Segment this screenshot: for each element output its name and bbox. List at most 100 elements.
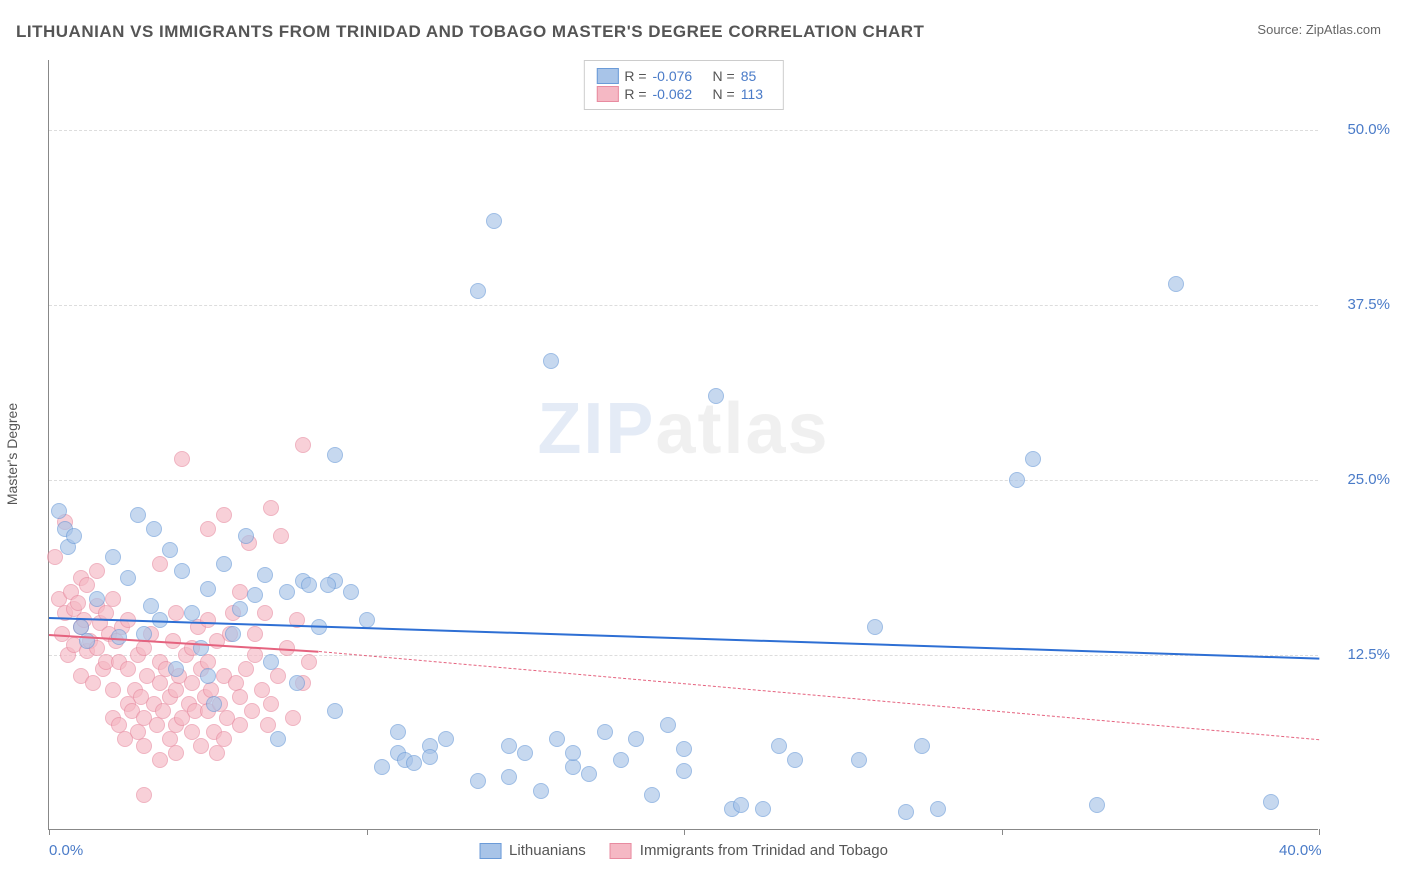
scatter-point — [51, 503, 67, 519]
x-tick-label: 40.0% — [1279, 842, 1322, 859]
scatter-point — [597, 724, 613, 740]
scatter-point — [390, 724, 406, 740]
scatter-point — [676, 763, 692, 779]
scatter-point — [200, 668, 216, 684]
y-tick-label: 12.5% — [1347, 646, 1390, 663]
scatter-point — [70, 595, 86, 611]
scatter-point — [301, 654, 317, 670]
scatter-point — [270, 668, 286, 684]
scatter-point — [206, 696, 222, 712]
scatter-point — [438, 731, 454, 747]
scatter-point — [184, 675, 200, 691]
scatter-point — [168, 605, 184, 621]
r-value-1: -0.062 — [653, 86, 707, 102]
scatter-point — [184, 605, 200, 621]
source-name: ZipAtlas.com — [1306, 22, 1381, 37]
legend-swatch-0 — [596, 68, 618, 84]
y-axis-title: Master's Degree — [4, 403, 20, 505]
scatter-point — [168, 682, 184, 698]
scatter-point — [85, 675, 101, 691]
gridline-h: 25.0% — [49, 480, 1318, 481]
scatter-point — [359, 612, 375, 628]
legend-bottom-swatch-0 — [479, 843, 501, 859]
y-tick-label: 37.5% — [1347, 296, 1390, 313]
x-tick-label: 0.0% — [49, 842, 83, 859]
scatter-point — [279, 584, 295, 600]
x-tick — [367, 829, 368, 835]
scatter-point — [644, 787, 660, 803]
legend-item-0: Lithuanians — [479, 842, 586, 859]
n-value-0: 85 — [741, 68, 771, 84]
gridline-h: 37.5% — [49, 305, 1318, 306]
scatter-point — [216, 556, 232, 572]
scatter-point — [136, 640, 152, 656]
scatter-point — [238, 661, 254, 677]
source-attribution: Source: ZipAtlas.com — [1257, 22, 1381, 37]
scatter-point — [232, 689, 248, 705]
scatter-point — [733, 797, 749, 813]
scatter-point — [244, 703, 260, 719]
scatter-point — [581, 766, 597, 782]
scatter-point — [270, 731, 286, 747]
scatter-point — [146, 521, 162, 537]
scatter-point — [263, 500, 279, 516]
scatter-point — [543, 353, 559, 369]
scatter-point — [111, 629, 127, 645]
scatter-point — [660, 717, 676, 733]
scatter-point — [174, 451, 190, 467]
scatter-point — [193, 738, 209, 754]
n-label-0: N = — [713, 68, 735, 84]
scatter-point — [174, 563, 190, 579]
scatter-point — [914, 738, 930, 754]
scatter-point — [155, 703, 171, 719]
scatter-point — [162, 542, 178, 558]
scatter-point — [263, 654, 279, 670]
scatter-point — [708, 388, 724, 404]
scatter-point — [200, 521, 216, 537]
scatter-point — [89, 591, 105, 607]
scatter-point — [343, 584, 359, 600]
legend-swatch-1 — [596, 86, 618, 102]
scatter-point — [1009, 472, 1025, 488]
gridline-h: 12.5% — [49, 655, 1318, 656]
scatter-point — [867, 619, 883, 635]
scatter-point — [501, 769, 517, 785]
scatter-point — [771, 738, 787, 754]
chart-container: LITHUANIAN VS IMMIGRANTS FROM TRINIDAD A… — [0, 0, 1406, 892]
scatter-point — [851, 752, 867, 768]
scatter-point — [120, 570, 136, 586]
legend-stats-row-1: R = -0.062 N = 113 — [596, 85, 770, 103]
scatter-point — [613, 752, 629, 768]
scatter-point — [168, 745, 184, 761]
scatter-point — [200, 612, 216, 628]
legend-stats-row-0: R = -0.076 N = 85 — [596, 67, 770, 85]
chart-title: LITHUANIAN VS IMMIGRANTS FROM TRINIDAD A… — [16, 22, 924, 42]
x-tick — [1002, 829, 1003, 835]
scatter-point — [105, 549, 121, 565]
scatter-point — [152, 556, 168, 572]
scatter-point — [285, 710, 301, 726]
scatter-point — [273, 528, 289, 544]
scatter-point — [149, 717, 165, 733]
r-label-0: R = — [624, 68, 646, 84]
scatter-point — [225, 626, 241, 642]
y-tick-label: 50.0% — [1347, 121, 1390, 138]
scatter-point — [930, 801, 946, 817]
scatter-point — [295, 437, 311, 453]
scatter-point — [327, 703, 343, 719]
x-tick — [1319, 829, 1320, 835]
scatter-point — [422, 749, 438, 765]
scatter-point — [232, 584, 248, 600]
trendline — [319, 651, 1319, 740]
scatter-point — [289, 675, 305, 691]
scatter-point — [320, 577, 336, 593]
scatter-point — [136, 787, 152, 803]
scatter-point — [105, 682, 121, 698]
r-label-1: R = — [624, 86, 646, 102]
scatter-point — [406, 755, 422, 771]
scatter-point — [787, 752, 803, 768]
scatter-point — [301, 577, 317, 593]
scatter-point — [216, 507, 232, 523]
scatter-point — [238, 528, 254, 544]
source-label: Source: — [1257, 22, 1302, 37]
